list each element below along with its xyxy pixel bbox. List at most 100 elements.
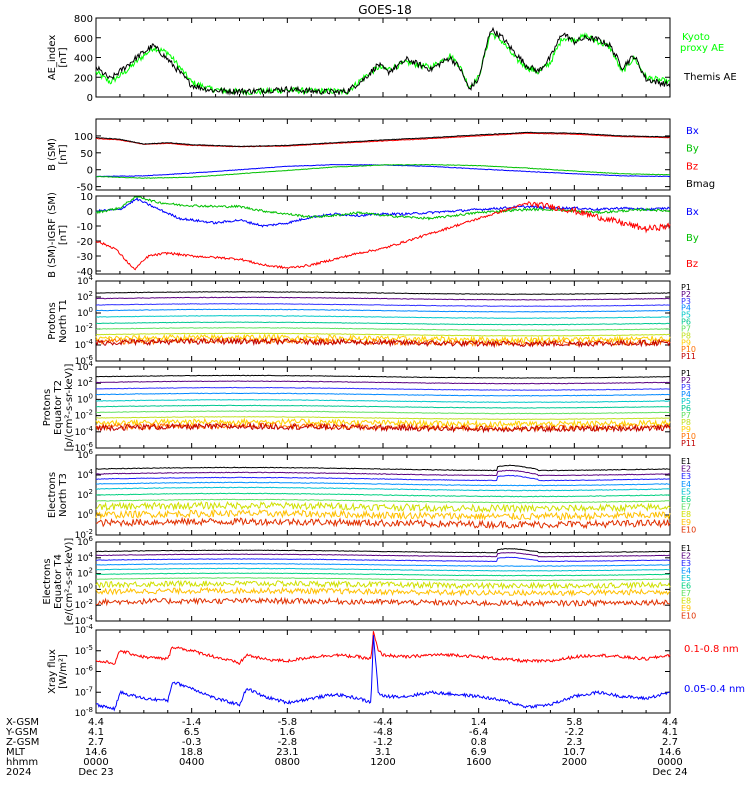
- panel-3-ytick-label: 10: [80, 192, 93, 203]
- panel-2-ytick-label: 0: [87, 166, 93, 177]
- legend-xray-long: 0.1-0.8 nm: [684, 644, 739, 655]
- panel-4-channel-label-p7: P7: [681, 324, 691, 333]
- ephemeris-value: 0400: [179, 757, 204, 768]
- ephemeris-value: 0000: [657, 757, 682, 768]
- panel-5-channel-label-p4: P4: [681, 390, 691, 399]
- ephemeris-row-label-z-gsm: Z-GSM: [6, 737, 39, 748]
- ephemeris-value: 6.9: [471, 747, 487, 758]
- panel-4-channel-p1: [95, 291, 671, 295]
- panel-6-channel-label-e9: E9: [681, 518, 691, 527]
- panel-5-ytick-label: 102: [77, 376, 93, 389]
- panel-1-frame: [95, 17, 671, 98]
- panel-6-channel-label-e2: E2: [681, 465, 691, 474]
- panel-3-ytick-label: -10: [77, 222, 93, 233]
- panel-7-channel-e8: [95, 579, 671, 591]
- panel-6-channel-label-e5: E5: [681, 487, 691, 496]
- ephemeris-row-label-x-gsm: X-GSM: [6, 717, 39, 728]
- panel-8-ytick-label: 10-6: [75, 665, 94, 678]
- panel-5-ytick-label: 100: [77, 392, 93, 405]
- ephemeris-value: 0800: [275, 757, 300, 768]
- ephemeris-value: 2000: [562, 757, 587, 768]
- panel-3-ylabel: B (SM)-IGRF (SM): [47, 192, 58, 278]
- panel-5-channel-p6: [96, 404, 671, 409]
- ephemeris-value: 0000: [83, 757, 108, 768]
- panel-1-ytick-label: 400: [74, 54, 93, 65]
- panel-6-channel-label-e3: E3: [681, 472, 691, 481]
- panel-1-ytick-label: 800: [74, 14, 93, 25]
- panel-4-channel-p9: [95, 333, 671, 345]
- panel-8-series-0-05-0-4-nm: [95, 635, 671, 712]
- panel-1-ytick-label: 200: [74, 73, 93, 84]
- panel-4-ytick-label: 10-4: [75, 338, 94, 351]
- ephemeris-value: 2.3: [566, 737, 582, 748]
- panel-4-channel-label-p2: P2: [681, 290, 691, 299]
- panel-6-ytick-label: 102: [77, 488, 93, 501]
- panel-6-ytick-label: 104: [77, 468, 93, 481]
- panel-5-channel-p1: [95, 374, 670, 379]
- panel-7-channel-label-e2: E2: [681, 552, 691, 561]
- ephemeris-value: 4.1: [88, 727, 104, 738]
- panel-5-channel-p5: [95, 399, 671, 404]
- ephemeris-value: -0.3: [182, 737, 202, 748]
- ephemeris-value: 23.1: [276, 747, 298, 758]
- panel-4-channel-label-p1: P1: [681, 283, 691, 292]
- panel-4-ytick-label: 10-2: [75, 322, 93, 335]
- ephemeris-value: 1200: [370, 757, 395, 768]
- panel-5-channel-label-p1: P1: [681, 369, 691, 378]
- panel-7-ylabel: Electrons: [42, 558, 53, 604]
- ephemeris-value: -1.2: [373, 737, 393, 748]
- panel-6-channel-e7: [95, 498, 671, 504]
- panel-3-series-bz: [95, 201, 671, 271]
- panel-8-ylabel: Xray flux: [47, 649, 58, 694]
- panel-6-ylabel: Electrons: [47, 472, 58, 518]
- panel-5-channel-p11: [95, 422, 671, 434]
- legend-themis-ae: Themis AE: [683, 72, 737, 83]
- panel-7-channel-label-e7: E7: [681, 589, 691, 598]
- panel-5-channel-p4: [96, 392, 671, 397]
- ephemeris-row-label-2024: 2024: [6, 767, 31, 778]
- panel-4-channel-p2: [95, 296, 670, 301]
- panel-7-channel-label-e4: E4: [681, 567, 691, 576]
- panel-7-channel-label-e10: E10: [681, 612, 696, 621]
- ephemeris-value: -4.8: [373, 727, 393, 738]
- panel-2-frame: [95, 118, 671, 191]
- panel-6-channel-e2: [95, 469, 670, 477]
- panel-4-channel-label-p6: P6: [681, 318, 691, 327]
- panel-5-channel-p2: [95, 380, 671, 385]
- panel-8-series-0-1-0-8-nm: [95, 631, 671, 666]
- panel-5-channel-p8: [95, 416, 671, 421]
- panel-6-channel-label-e6: E6: [681, 495, 691, 504]
- ephemeris-row-label-y-gsm: Y-GSM: [5, 727, 38, 738]
- panel-4-channel-label-p10: P10: [681, 345, 696, 354]
- legend-xray-short: 0.05-0.4 nm: [684, 684, 745, 695]
- ephemeris-value: 3.1: [375, 747, 391, 758]
- panel-5-channel-label-p10: P10: [681, 432, 696, 441]
- ephemeris-value: 4.4: [88, 717, 104, 728]
- legend-proxy-ae: proxy AE: [680, 43, 724, 54]
- panel-4-ylabel: North T1: [58, 299, 69, 343]
- panel-5-ytick-label: 10-4: [75, 425, 94, 438]
- panel-6-channel-label-e8: E8: [681, 510, 691, 519]
- panel-1-series-themis-ae: [95, 26, 671, 96]
- panel-2-series-bmag: [95, 131, 671, 148]
- panel-6-channel-label-e7: E7: [681, 503, 691, 512]
- panel-7-frame: [95, 541, 671, 622]
- panel-6-channel-e8: [95, 500, 671, 514]
- panel-4-channel-label-p8: P8: [681, 331, 691, 340]
- panel-4-channel-p8: [95, 332, 671, 337]
- ephemeris-value: 4.1: [662, 727, 678, 738]
- panel-5-ylabel: [p/(cm²-s-sr-keV)]: [64, 364, 75, 452]
- ephemeris-value: -2.8: [278, 737, 298, 748]
- panel-6-ytick-label: 100: [77, 508, 93, 521]
- legend-kyoto: Kyoto: [682, 32, 710, 43]
- panel-7-channel-e9: [95, 586, 671, 598]
- panel-1-ylabel: [nT]: [58, 47, 69, 67]
- panel-7-channel-e4: [96, 562, 670, 567]
- panel-6-channel-e1: [95, 464, 671, 472]
- panel-5-channel-p9: [95, 417, 671, 428]
- ephemeris-value: 1.4: [471, 717, 487, 728]
- panel-4-channel-p11: [95, 336, 671, 349]
- panel-4-ylabel: Protons: [47, 302, 58, 339]
- ephemeris-value: Dec 24: [652, 767, 687, 778]
